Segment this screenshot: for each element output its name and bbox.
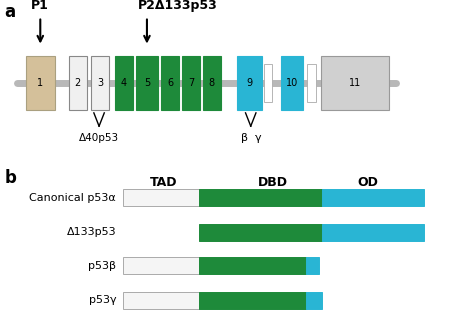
Text: p53γ: p53γ	[89, 295, 116, 305]
Text: P1: P1	[31, 0, 49, 12]
Bar	[322, 224, 424, 241]
Bar	[123, 189, 199, 206]
Bar	[182, 56, 200, 110]
Text: 7: 7	[188, 78, 194, 88]
Bar	[199, 189, 322, 206]
Bar	[307, 64, 316, 102]
Bar	[321, 56, 389, 110]
Text: 9: 9	[246, 78, 252, 88]
Text: 6: 6	[167, 78, 173, 88]
Bar	[237, 56, 262, 110]
Bar	[91, 56, 109, 110]
Bar	[306, 292, 322, 309]
Bar	[115, 56, 133, 110]
Bar	[161, 56, 179, 110]
Text: 8: 8	[209, 78, 215, 88]
Bar	[199, 292, 306, 309]
Text: Δ40p53: Δ40p53	[79, 133, 119, 143]
Bar	[136, 56, 158, 110]
Bar	[123, 257, 199, 274]
Bar	[264, 64, 272, 102]
Text: 3: 3	[98, 78, 103, 88]
Text: β: β	[241, 133, 248, 143]
Text: Δ133p53: Δ133p53	[66, 227, 116, 237]
Text: P2Δ133p53: P2Δ133p53	[138, 0, 218, 12]
Bar	[203, 56, 221, 110]
Bar	[281, 56, 303, 110]
Bar	[199, 224, 322, 241]
Text: 2: 2	[74, 78, 81, 88]
Text: Canonical p53α: Canonical p53α	[29, 193, 116, 203]
Text: a: a	[5, 3, 16, 21]
Text: 11: 11	[349, 78, 361, 88]
Text: p53β: p53β	[88, 261, 116, 271]
Bar	[69, 56, 87, 110]
Text: DBD: DBD	[257, 176, 288, 189]
Bar	[123, 292, 199, 309]
Text: 4: 4	[121, 78, 127, 88]
Text: 1: 1	[37, 78, 43, 88]
Text: TAD: TAD	[150, 176, 177, 189]
Text: 10: 10	[286, 78, 298, 88]
Bar	[306, 257, 319, 274]
Text: b: b	[5, 169, 17, 187]
Text: γ: γ	[255, 133, 262, 143]
Text: OD: OD	[357, 176, 378, 189]
Bar	[26, 56, 55, 110]
Bar	[199, 257, 306, 274]
Text: 5: 5	[144, 78, 150, 88]
Bar	[322, 189, 424, 206]
